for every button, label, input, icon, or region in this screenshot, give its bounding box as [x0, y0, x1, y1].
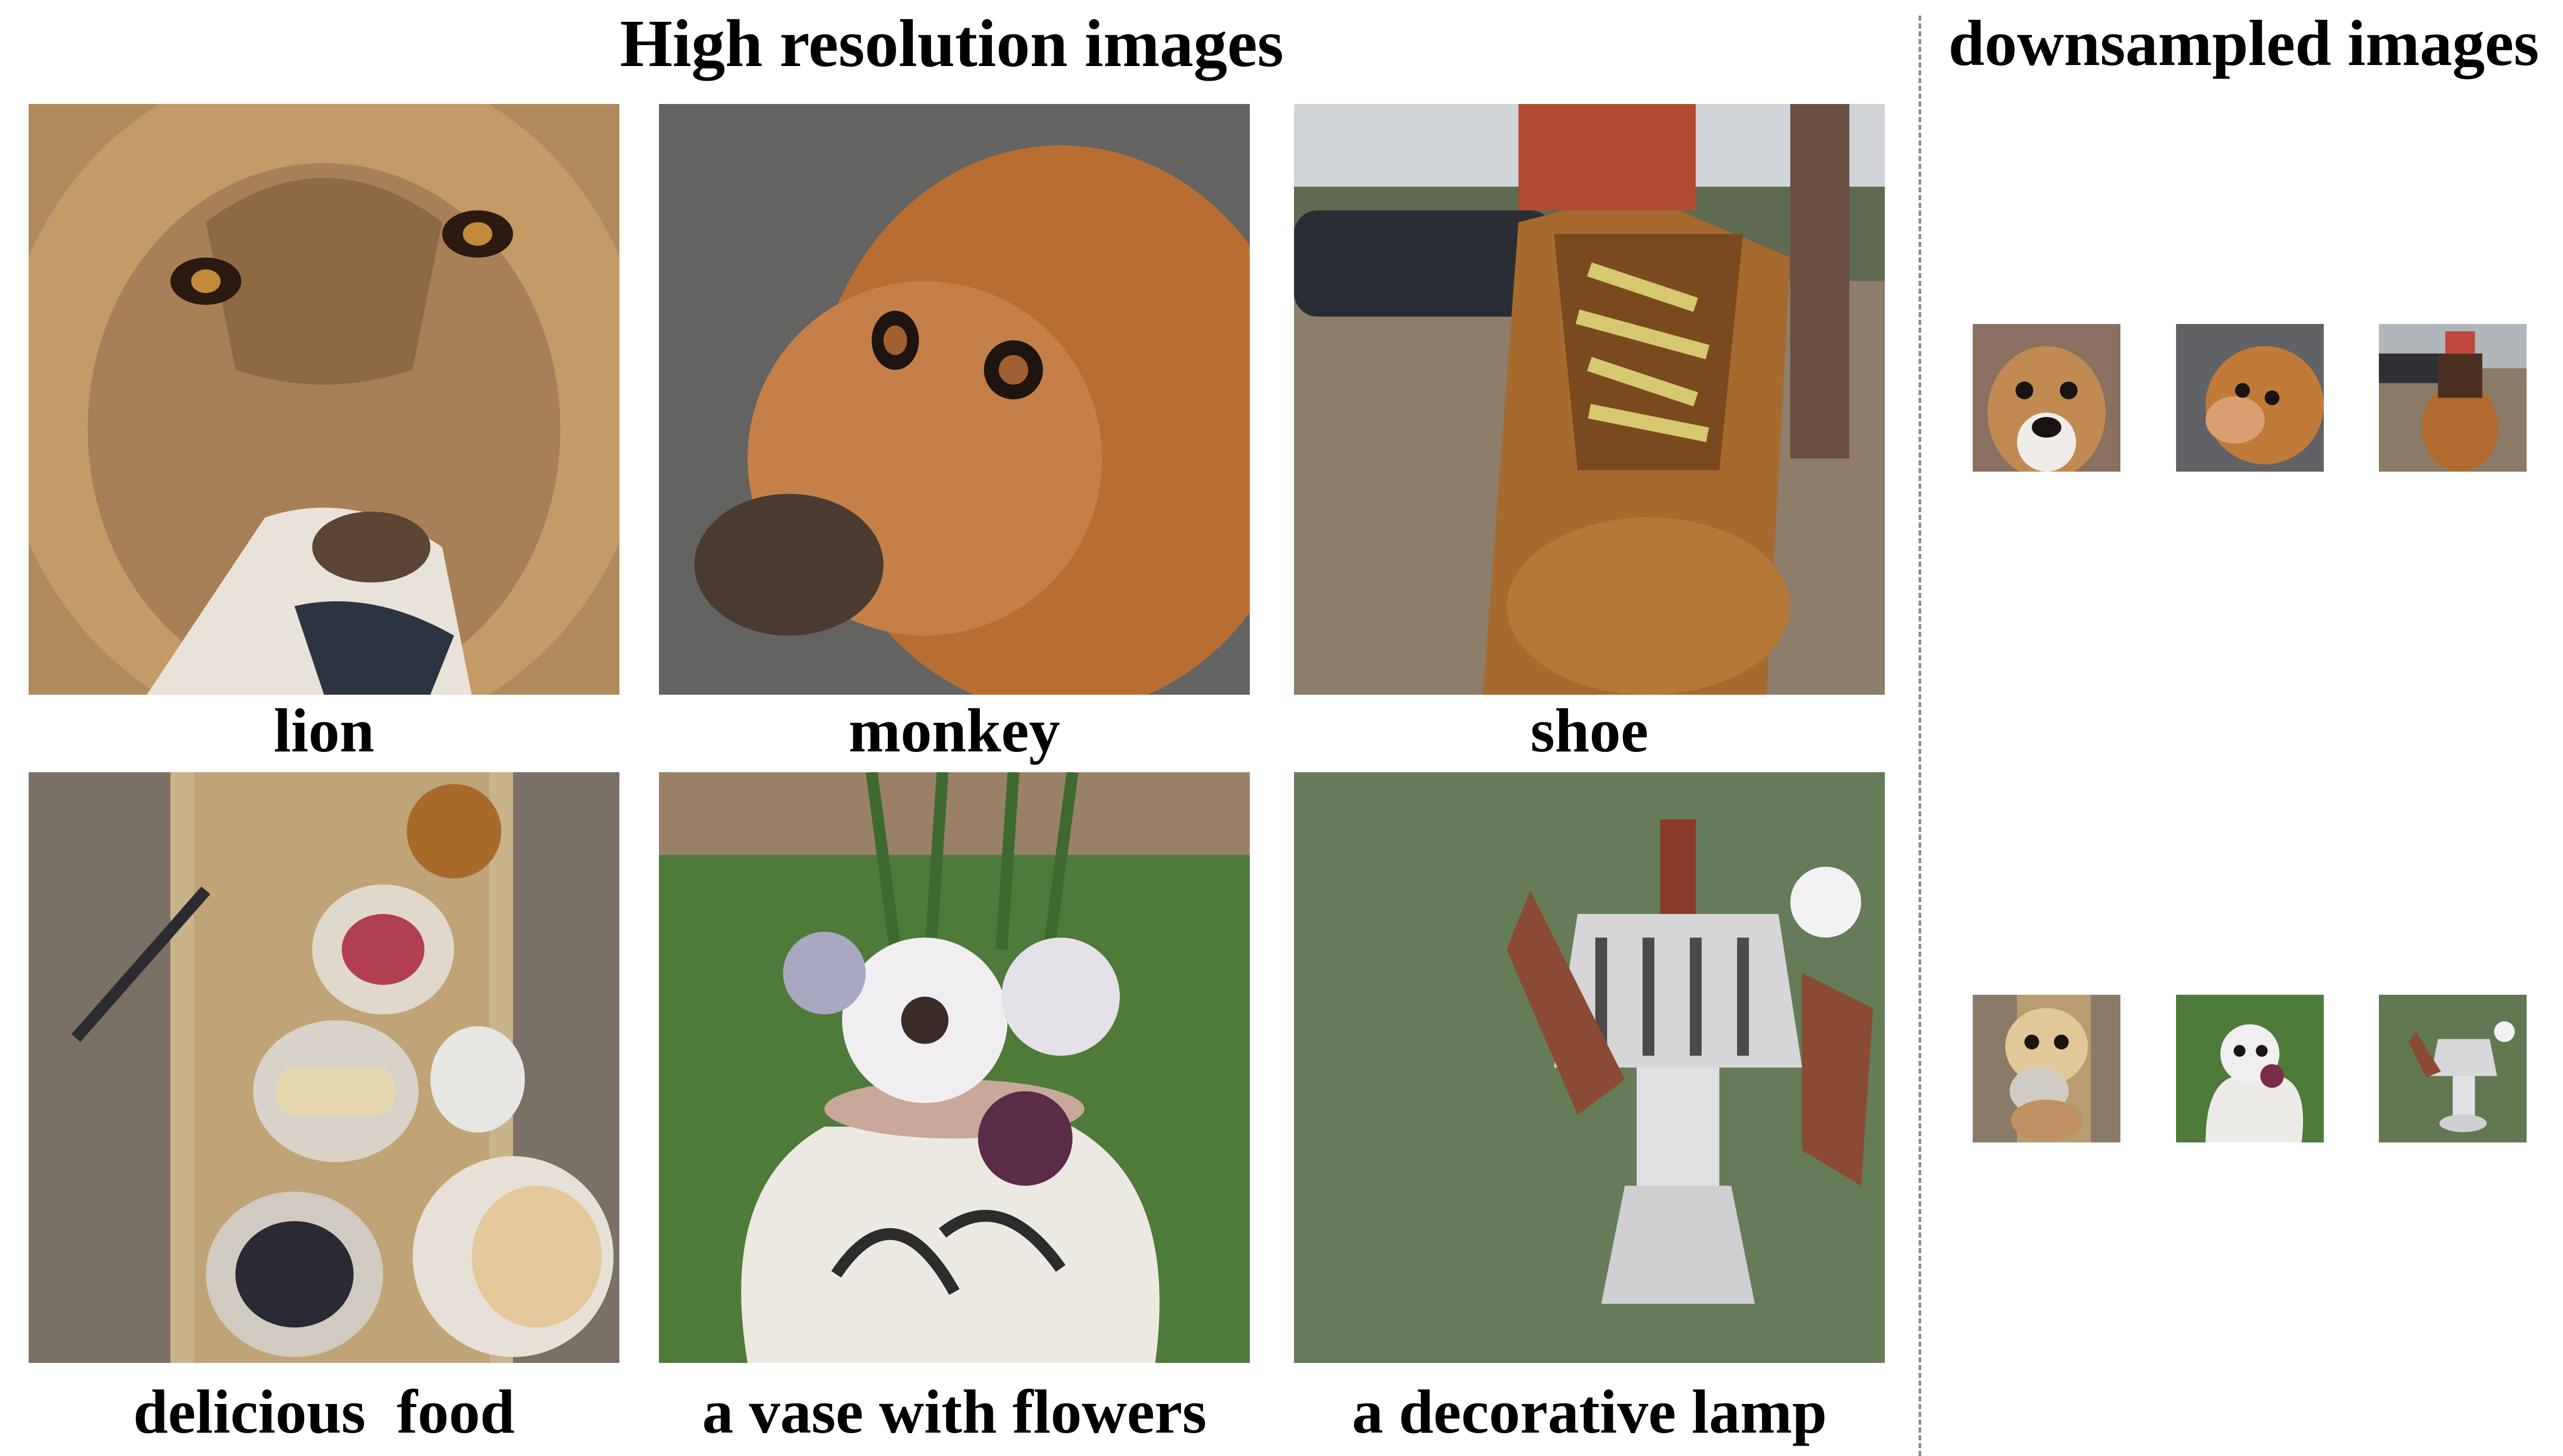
caption-lamp: a decorative lamp: [1352, 1377, 1827, 1446]
high-resolution-title: High resolution images: [619, 6, 1284, 81]
downsampled-thumbnail-3: [2379, 324, 2527, 472]
downsampled-thumbnail-6: [2379, 995, 2527, 1142]
downsampled-thumbnail-1: [1973, 324, 2120, 472]
caption-shoe: shoe: [1530, 696, 1649, 765]
vase-image: [659, 772, 1250, 1363]
caption-food: delicious food: [133, 1377, 515, 1446]
caption-lion: lion: [274, 696, 374, 765]
monkey-image: [659, 104, 1250, 695]
caption-vase: a vase with flowers: [702, 1377, 1207, 1446]
downsampled-thumbnail-5: [2176, 995, 2324, 1142]
lamp-image: [1294, 772, 1885, 1363]
shoe-image: [1294, 104, 1885, 695]
food-image: [29, 772, 619, 1363]
caption-monkey: monkey: [848, 696, 1060, 765]
downsampled-thumbnail-2: [2176, 324, 2324, 472]
downsampled-thumbnail-4: [1973, 995, 2120, 1142]
dashed-divider: [1919, 16, 1921, 1456]
downsampled-title: downsampled images: [1948, 8, 2539, 80]
lion-image: [29, 104, 619, 695]
